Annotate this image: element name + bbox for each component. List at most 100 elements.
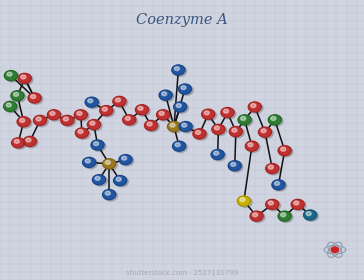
Circle shape <box>221 108 234 118</box>
Circle shape <box>261 129 266 133</box>
Circle shape <box>48 111 62 121</box>
Circle shape <box>61 115 74 125</box>
Circle shape <box>115 176 128 187</box>
Circle shape <box>331 247 339 253</box>
Circle shape <box>62 116 76 127</box>
Circle shape <box>31 95 36 99</box>
Circle shape <box>174 102 187 112</box>
Circle shape <box>29 94 43 104</box>
Circle shape <box>212 150 226 161</box>
Circle shape <box>13 139 27 149</box>
Circle shape <box>11 91 24 101</box>
Circle shape <box>114 176 127 186</box>
Circle shape <box>181 86 186 90</box>
Circle shape <box>253 213 258 217</box>
Circle shape <box>179 122 192 132</box>
Circle shape <box>272 180 285 190</box>
Circle shape <box>250 211 263 221</box>
Circle shape <box>248 102 261 112</box>
Circle shape <box>101 106 115 117</box>
Circle shape <box>21 75 26 79</box>
Circle shape <box>100 106 113 116</box>
Circle shape <box>238 197 252 207</box>
Circle shape <box>273 181 287 191</box>
Circle shape <box>75 128 88 138</box>
Circle shape <box>194 130 208 140</box>
Circle shape <box>175 103 189 113</box>
Circle shape <box>78 130 83 134</box>
Circle shape <box>5 102 19 113</box>
Circle shape <box>269 116 283 126</box>
Circle shape <box>179 85 193 95</box>
Circle shape <box>203 110 217 121</box>
Circle shape <box>159 111 164 115</box>
Circle shape <box>95 176 100 180</box>
Circle shape <box>251 212 265 223</box>
Circle shape <box>248 143 253 147</box>
Circle shape <box>12 92 26 102</box>
Circle shape <box>245 141 258 151</box>
Circle shape <box>87 120 100 130</box>
Circle shape <box>213 125 227 136</box>
Circle shape <box>238 115 251 125</box>
Circle shape <box>278 146 291 156</box>
Circle shape <box>104 160 118 170</box>
Circle shape <box>75 111 89 121</box>
Circle shape <box>120 155 134 166</box>
Circle shape <box>147 122 152 126</box>
Circle shape <box>20 118 25 122</box>
Circle shape <box>83 157 96 167</box>
Circle shape <box>271 116 276 120</box>
Circle shape <box>124 116 138 126</box>
Circle shape <box>279 212 293 223</box>
Circle shape <box>246 142 260 153</box>
Circle shape <box>103 159 116 169</box>
Circle shape <box>172 65 185 75</box>
Circle shape <box>18 118 32 128</box>
Circle shape <box>195 130 201 134</box>
Circle shape <box>28 93 41 103</box>
Circle shape <box>19 74 33 85</box>
Circle shape <box>178 84 191 94</box>
Circle shape <box>86 98 100 109</box>
Circle shape <box>239 116 253 126</box>
Circle shape <box>158 111 171 121</box>
Circle shape <box>26 138 31 142</box>
Circle shape <box>230 127 244 138</box>
Circle shape <box>305 211 318 221</box>
Text: shutterstock.com · 2527131799: shutterstock.com · 2527131799 <box>126 270 238 276</box>
Circle shape <box>268 115 281 125</box>
Circle shape <box>4 71 17 81</box>
Circle shape <box>92 175 106 185</box>
Circle shape <box>266 199 279 209</box>
Circle shape <box>267 164 281 175</box>
Circle shape <box>291 199 304 209</box>
Circle shape <box>92 141 106 151</box>
Circle shape <box>292 200 306 211</box>
Circle shape <box>268 201 273 205</box>
Circle shape <box>294 201 299 205</box>
Circle shape <box>268 165 273 169</box>
Circle shape <box>47 110 60 120</box>
Circle shape <box>113 96 126 106</box>
Circle shape <box>85 159 90 163</box>
Circle shape <box>211 150 224 160</box>
Circle shape <box>229 127 242 137</box>
Circle shape <box>260 128 273 139</box>
Circle shape <box>104 190 118 201</box>
Circle shape <box>204 111 209 115</box>
Circle shape <box>85 97 98 107</box>
Circle shape <box>281 147 286 151</box>
Circle shape <box>84 158 98 169</box>
Circle shape <box>249 103 263 113</box>
Circle shape <box>88 120 102 131</box>
Circle shape <box>160 91 174 102</box>
Circle shape <box>214 126 219 130</box>
Circle shape <box>241 116 246 120</box>
Circle shape <box>103 190 116 200</box>
Circle shape <box>174 142 187 153</box>
Circle shape <box>229 162 243 172</box>
Circle shape <box>266 164 279 174</box>
Circle shape <box>91 140 104 150</box>
Circle shape <box>115 98 120 102</box>
